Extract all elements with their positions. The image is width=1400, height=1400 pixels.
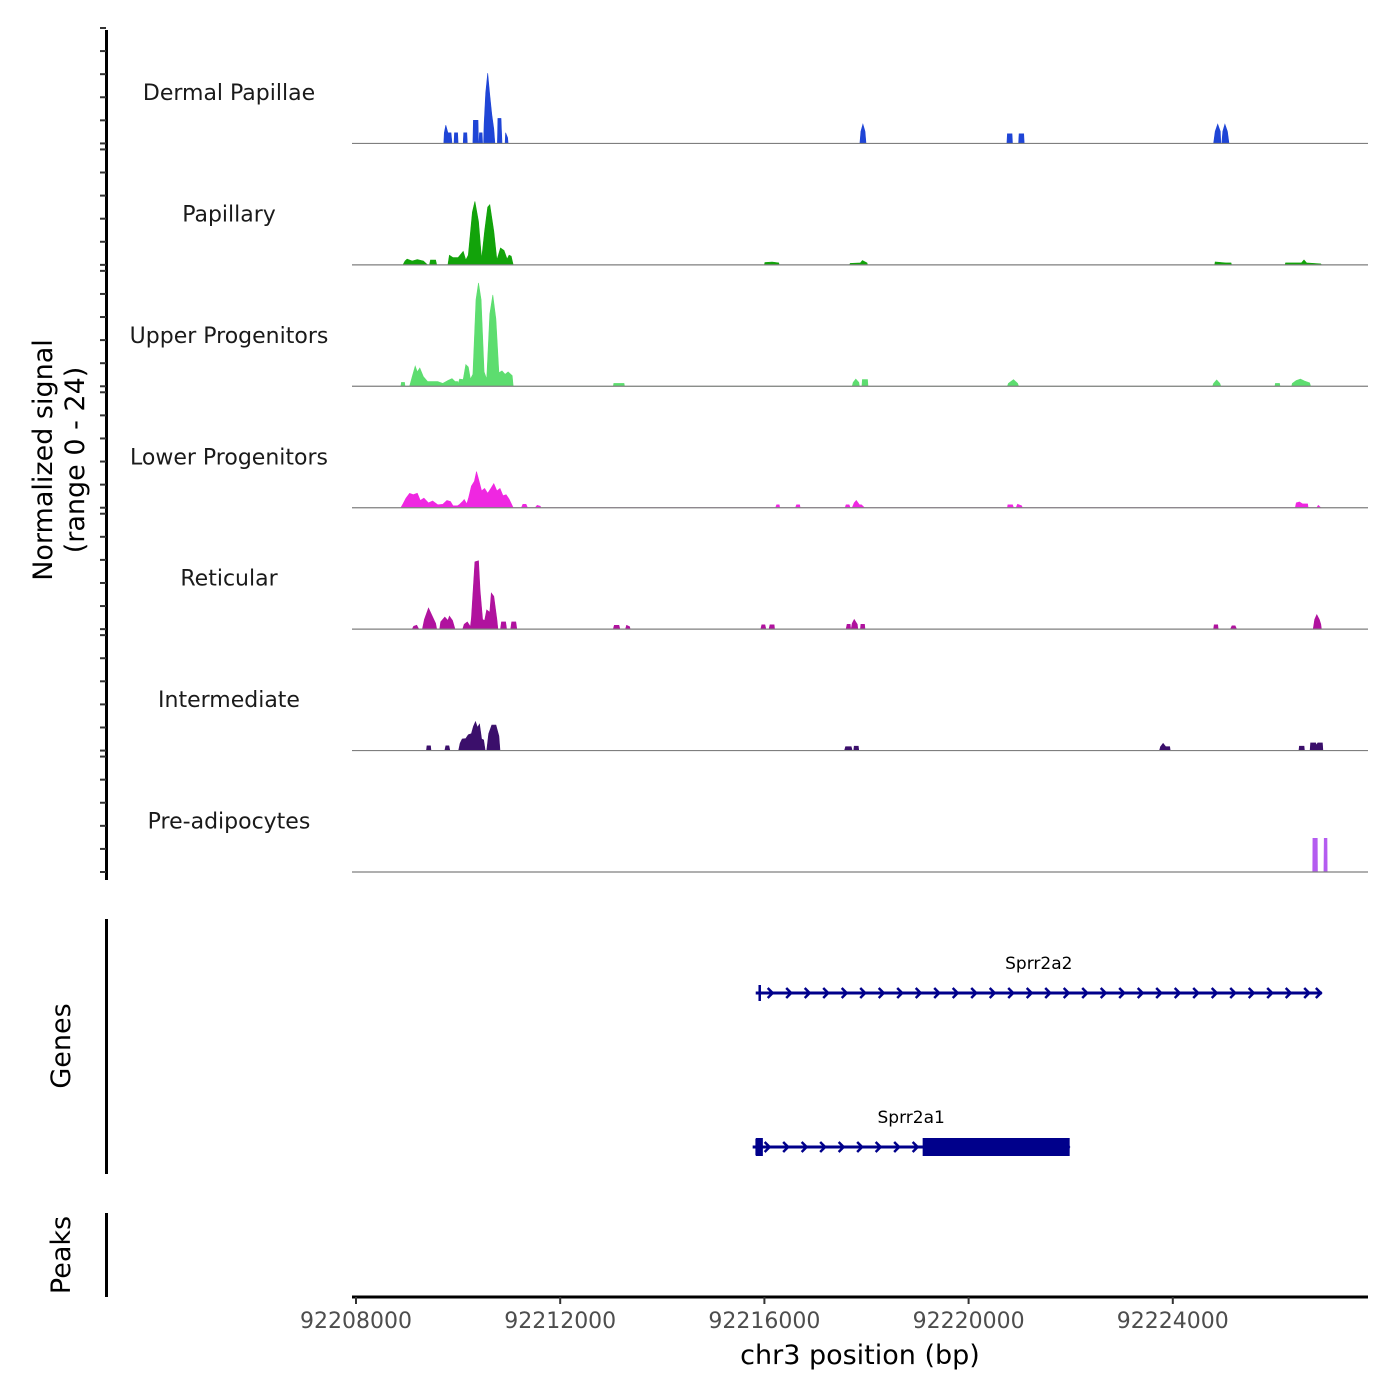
coverage-area (1312, 838, 1328, 873)
track-label: Dermal Papillae (143, 81, 315, 106)
strand-arrow (1007, 987, 1015, 999)
track-label: Upper Progenitors (130, 324, 329, 349)
track-intermediate: Intermediate (158, 688, 1368, 752)
track-lower-progenitors: Lower Progenitors (130, 445, 1368, 509)
track-label: Papillary (182, 202, 276, 227)
x-axis-title: chr3 position (bp) (740, 1340, 980, 1371)
strand-arrow (1099, 987, 1108, 999)
strand-arrow (1247, 987, 1256, 999)
strand-arrow (1192, 987, 1200, 999)
strand-arrow (970, 987, 978, 999)
coverage-area (402, 201, 1322, 266)
peaks-panel-label: Peaks (46, 1216, 77, 1294)
gene-sprr2a1: Sprr2a1 (752, 1108, 1071, 1156)
strand-arrow (1210, 987, 1219, 999)
strand-arrow (763, 1141, 772, 1153)
track-reticular: Reticular (180, 560, 1368, 630)
track-pre-adipocytes: Pre-adipocytes (148, 810, 1368, 873)
gene-label: Sprr2a2 (1005, 954, 1072, 974)
y-axis-title-line1: Normalized signal (28, 339, 59, 581)
strand-arrow (1284, 987, 1293, 999)
strand-arrow (896, 987, 904, 999)
strand-arrow (782, 1141, 790, 1153)
strand-arrow (766, 987, 775, 999)
strand-arrow (1155, 987, 1163, 999)
strand-arrow (822, 987, 830, 999)
strand-arrow (800, 1141, 809, 1153)
strand-arrow (840, 987, 849, 999)
track-label: Intermediate (158, 688, 300, 713)
coverage-tracks: Dermal Papillae Papillary Upper Progenitor… (130, 73, 1368, 873)
gene-annotations: Sprr2a2 Sprr2a1 (752, 954, 1323, 1156)
track-label: Lower Progenitors (130, 445, 328, 470)
strand-arrow (933, 987, 941, 999)
strand-arrow (859, 987, 867, 999)
strand-arrow (1044, 987, 1052, 999)
y-axis-title-line2: (range 0 - 24) (60, 367, 91, 554)
track-label: Pre-adipocytes (148, 810, 311, 835)
track-dermal-papillae: Dermal Papillae (143, 73, 1368, 145)
strand-arrow (1314, 987, 1323, 999)
coverage-area (443, 73, 1230, 144)
x-tick-label: 92208000 (300, 1309, 412, 1334)
strand-arrow (1118, 987, 1126, 999)
strand-arrow (1081, 987, 1089, 999)
strand-arrow (1229, 987, 1237, 999)
coverage-area (400, 471, 1322, 508)
strand-arrow (1266, 987, 1274, 999)
strand-arrow (877, 987, 886, 999)
genes-track-label: Genes (46, 1003, 77, 1088)
coverage-area (426, 720, 1324, 751)
y-axis-title: Normalized signal (range 0 - 24) (28, 339, 91, 581)
strand-arrow (914, 987, 923, 999)
x-tick-label: 92224000 (1117, 1309, 1229, 1334)
peaks-track-label: Peaks (46, 1216, 77, 1294)
strand-arrow (1025, 987, 1034, 999)
signal-y-axis (100, 27, 108, 880)
gene-sprr2a2: Sprr2a2 (755, 954, 1323, 1001)
track-papillary: Papillary (182, 201, 1368, 266)
strand-arrow (893, 1141, 901, 1153)
strand-arrow (988, 987, 997, 999)
strand-arrow (819, 1141, 827, 1153)
strand-arrow (803, 987, 812, 999)
exon (922, 1138, 1070, 1156)
coverage-area (400, 282, 1311, 387)
strand-arrow (1173, 987, 1182, 999)
strand-arrow (1062, 987, 1071, 999)
strand-arrow (785, 987, 793, 999)
x-tick-label: 92220000 (913, 1309, 1025, 1334)
track-label: Reticular (180, 567, 278, 592)
strand-arrow (874, 1141, 883, 1153)
x-tick-label: 92216000 (708, 1309, 820, 1334)
genes-panel-label: Genes (46, 1003, 77, 1088)
track-upper-progenitors: Upper Progenitors (130, 282, 1368, 387)
strand-arrow (911, 1141, 920, 1153)
exon (755, 1138, 763, 1156)
strand-arrow (1303, 987, 1311, 999)
x-tick-label: 92212000 (504, 1309, 616, 1334)
strand-arrow (951, 987, 960, 999)
strand-arrow (1136, 987, 1145, 999)
strand-arrow (837, 1141, 846, 1153)
gene-label: Sprr2a1 (878, 1108, 945, 1128)
coverage-area (411, 560, 1322, 630)
x-axis-ticks: 92208000 92212000 92216000 92220000 92224000 (300, 1297, 1229, 1334)
strand-arrow (856, 1141, 864, 1153)
